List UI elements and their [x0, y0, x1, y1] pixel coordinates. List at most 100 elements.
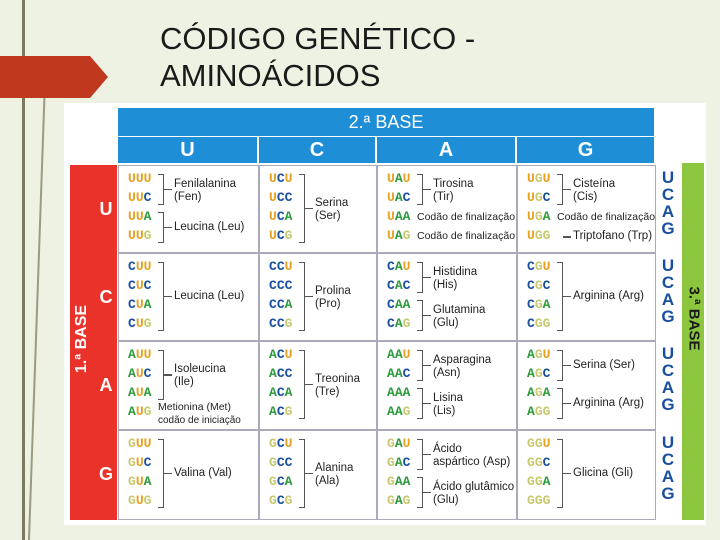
codon: AGU — [527, 347, 551, 362]
codon: AUC — [128, 366, 152, 381]
codon: UCG — [269, 228, 293, 243]
codon-cell — [517, 165, 656, 253]
third-base-letter-strip — [656, 163, 682, 520]
amino-acid-label: Metionina (Met) codão de iniciação — [158, 401, 241, 426]
first-base-a: A — [99, 375, 113, 395]
codon: CCU — [269, 259, 293, 274]
codon: AUA — [128, 385, 152, 400]
amino-acid-label: Treonina (Tre) — [315, 372, 360, 398]
codon: AAA — [387, 385, 411, 400]
amino-acid-label: Alanina (Ala) — [315, 461, 354, 487]
amino-acid-label: Codão de finalização — [557, 211, 656, 223]
bracket-tick — [563, 472, 571, 474]
codon: UUA — [128, 209, 152, 224]
codon: UGC — [527, 190, 551, 205]
codon: UAU — [387, 171, 411, 186]
codon: ACG — [269, 404, 293, 419]
codon-cell — [118, 165, 259, 253]
bracket-tick — [305, 383, 313, 385]
codon: CGC — [527, 278, 551, 293]
codon-bracket — [417, 300, 423, 331]
first-base-c: C — [99, 287, 113, 307]
codon: GAU — [387, 436, 411, 451]
codon: GGG — [527, 493, 551, 508]
codon: AAG — [387, 404, 411, 419]
codon: GCU — [269, 436, 293, 451]
codon-bracket — [299, 439, 305, 508]
bracket-tick — [563, 188, 571, 190]
codon-cell — [517, 253, 656, 341]
decorative-line — [22, 0, 25, 540]
codon: CGU — [527, 259, 551, 274]
codon-cell — [259, 430, 377, 520]
codon-cell — [118, 430, 259, 520]
bracket-tick — [164, 226, 172, 228]
codon-bracket — [417, 174, 423, 205]
second-base-header: 2.ª BASE — [118, 108, 654, 136]
codon-bracket — [158, 212, 164, 243]
amino-acid-label: Tirosina (Tir) — [433, 177, 474, 203]
bracket-tick — [164, 295, 172, 297]
amino-acid-label: Isoleucina (Ile) — [174, 363, 226, 388]
page-title: CÓDIGO GENÉTICO - AMINOÁCIDOS — [160, 20, 475, 94]
codon-bracket — [417, 477, 423, 508]
bracket-tick — [423, 188, 431, 190]
codon: UUC — [128, 190, 152, 205]
amino-acid-label: Ácido aspártico (Asp) — [433, 442, 511, 468]
arrow-icon — [0, 56, 108, 98]
second-base-g: G — [517, 137, 654, 163]
codon-bracket — [557, 388, 563, 419]
amino-acid-label: Leucina (Leu) — [174, 220, 245, 233]
codon-bracket — [158, 174, 164, 205]
codon: AAU — [387, 347, 411, 362]
bracket-tick — [423, 402, 431, 404]
title-line-1: CÓDIGO GENÉTICO - — [160, 21, 476, 56]
codon-cell — [118, 253, 259, 341]
second-base-a: A — [377, 137, 515, 163]
codon: GGC — [527, 455, 551, 470]
bracket-tick — [423, 276, 431, 278]
codon-bracket — [557, 174, 563, 205]
bracket-tick — [164, 188, 172, 190]
amino-acid-label: Arginina (Arg) — [573, 396, 644, 409]
codon: UUG — [128, 228, 152, 243]
first-base-label: 1.ª BASE — [73, 304, 90, 374]
second-base-u: U — [118, 137, 257, 163]
codon: GUA — [128, 474, 152, 489]
bracket-tick — [423, 453, 431, 455]
codon: CCA — [269, 297, 293, 312]
first-base-g: G — [98, 464, 113, 484]
codon: UGA — [527, 209, 551, 224]
title-line-2: AMINOÁCIDOS — [160, 58, 381, 93]
codon: UUU — [128, 171, 152, 186]
codon: ACU — [269, 347, 293, 362]
codon-cell — [377, 165, 517, 253]
codon-bracket — [158, 439, 164, 508]
amino-acid-label: Leucina (Leu) — [174, 289, 245, 302]
codon-cell — [259, 165, 377, 253]
amino-acid-label: Cisteína (Cis) — [573, 177, 616, 203]
codon: GCA — [269, 474, 293, 489]
codon-bracket — [417, 439, 423, 470]
codon: CAA — [387, 297, 411, 312]
codon: AGA — [527, 385, 551, 400]
amino-acid-label: Ácido glutâmico (Glu) — [433, 480, 515, 506]
bracket-tick — [563, 364, 571, 366]
codon: ACA — [269, 385, 293, 400]
amino-acid-label: Arginina (Arg) — [573, 289, 644, 302]
codon-bracket — [299, 350, 305, 419]
codon: UCA — [269, 209, 293, 224]
amino-acid-label: Fenilalanina (Fen) — [174, 177, 237, 203]
codon-bracket — [557, 262, 563, 331]
codon-bracket — [417, 388, 423, 419]
codon-cell — [517, 341, 656, 430]
first-base-column — [70, 165, 117, 520]
bracket-tick — [164, 374, 172, 376]
codon: UAG — [387, 228, 411, 243]
codon: GUC — [128, 455, 152, 470]
codon: CUA — [128, 297, 152, 312]
codon: GCC — [269, 455, 293, 470]
codon-bracket — [158, 350, 164, 400]
